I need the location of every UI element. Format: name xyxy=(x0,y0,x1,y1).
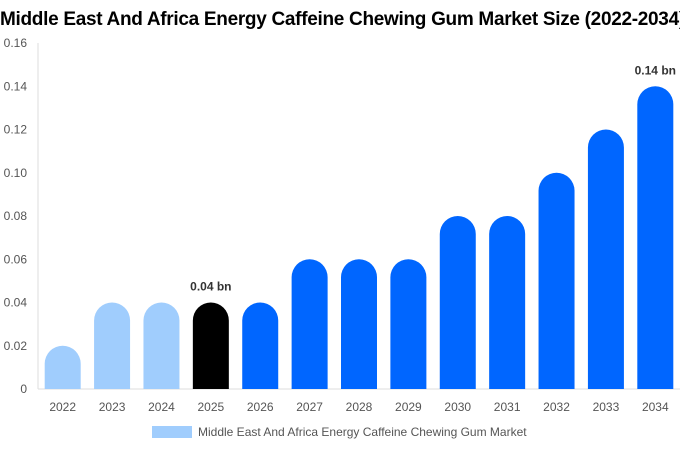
bar-2030 xyxy=(439,216,476,389)
y-tick-label: 0.16 xyxy=(4,36,28,50)
x-tick-label: 2033 xyxy=(593,400,620,414)
x-tick-label: 2030 xyxy=(444,400,471,414)
bar-2024 xyxy=(143,302,180,389)
x-tick-label: 2034 xyxy=(642,400,669,414)
y-tick-label: 0.12 xyxy=(4,123,28,137)
x-tick-label: 2029 xyxy=(395,400,422,414)
x-tick-label: 2026 xyxy=(247,400,274,414)
bar-2028 xyxy=(341,259,377,389)
y-tick-label: 0 xyxy=(20,382,27,396)
bar-2034 xyxy=(637,86,674,389)
bar-2032 xyxy=(538,172,575,389)
bar-2033 xyxy=(587,129,624,389)
y-tick-label: 0.02 xyxy=(4,339,28,353)
bar-2029 xyxy=(390,259,427,389)
x-tick-label: 2027 xyxy=(296,400,323,414)
bar-2031 xyxy=(489,215,526,389)
x-tick-label: 2025 xyxy=(197,400,224,414)
chart-title: Middle East And Africa Energy Caffeine C… xyxy=(0,9,680,30)
bar-2027 xyxy=(291,259,328,389)
x-tick-label: 2028 xyxy=(346,400,373,414)
y-tick-label: 0.08 xyxy=(4,209,28,223)
legend-swatch xyxy=(152,426,192,438)
bar-2025 xyxy=(192,302,229,389)
legend-label: Middle East And Africa Energy Caffeine C… xyxy=(198,425,527,439)
data-label: 0.04 bn xyxy=(190,280,231,294)
x-tick-label: 2024 xyxy=(148,400,175,414)
y-tick-label: 0.06 xyxy=(4,252,28,266)
data-label: 0.14 bn xyxy=(635,63,676,77)
x-tick-label: 2031 xyxy=(494,400,521,414)
y-tick-label: 0.04 xyxy=(4,296,28,310)
y-tick-label: 0.10 xyxy=(4,166,28,180)
legend: Middle East And Africa Energy Caffeine C… xyxy=(152,425,527,439)
x-tick-label: 2023 xyxy=(99,400,126,414)
x-tick-label: 2022 xyxy=(49,400,76,414)
x-tick-label: 2032 xyxy=(543,400,570,414)
bar-2023 xyxy=(94,302,131,389)
bar-2022 xyxy=(44,345,81,389)
y-tick-label: 0.14 xyxy=(4,79,28,93)
bar-2026 xyxy=(242,302,279,389)
